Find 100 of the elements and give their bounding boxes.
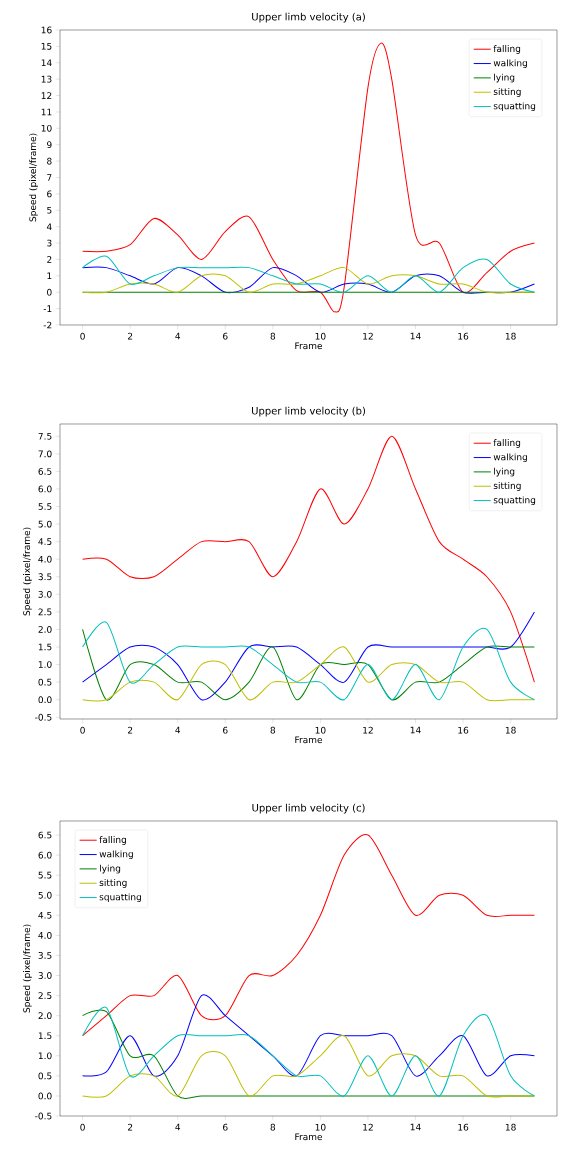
x-tick-label: 14	[410, 1123, 421, 1131]
y-tick-label: 16	[41, 26, 52, 34]
x-tick-label: 10	[315, 726, 326, 734]
x-tick-label: 10	[315, 1123, 326, 1131]
y-tick-label: 11	[41, 108, 52, 116]
y-tick-label: 5.0	[38, 520, 52, 528]
y-tick-label: 1.5	[38, 643, 52, 651]
x-axis-title: Frame	[295, 342, 323, 350]
legend-label: sitting	[99, 879, 127, 888]
x-tick-label: 2	[127, 726, 133, 734]
y-tick-label: 5	[47, 206, 52, 214]
x-tick-label: 2	[127, 332, 133, 340]
y-tick-label: 7.5	[38, 432, 52, 440]
y-tick-label: 2.0	[38, 1012, 52, 1020]
y-tick-label: 1.0	[38, 1052, 52, 1060]
y-tick-label: -0.5	[35, 1112, 52, 1120]
y-tick-label: 6.0	[38, 851, 52, 859]
x-tick-label: 12	[363, 332, 373, 340]
x-tick-label: 8	[270, 332, 276, 340]
legend-label: walking	[493, 453, 527, 463]
line-series	[82, 995, 535, 1077]
y-tick-label: 9	[47, 141, 52, 149]
y-tick-label: 10	[41, 124, 52, 132]
y-tick-label: 5.0	[38, 891, 52, 899]
y-tick-label: 3.5	[38, 952, 52, 959]
line-series	[82, 255, 535, 293]
x-tick-label: 4	[175, 1123, 181, 1131]
x-tick-label: 8	[270, 1123, 276, 1131]
y-axis-title: Speed (pixel/frame)	[23, 924, 32, 1013]
legend-label: squatting	[99, 893, 141, 903]
chart-title: Upper limb velocity (a)	[252, 12, 365, 23]
legend-label: falling	[99, 836, 126, 845]
x-tick-label: 6	[223, 1123, 228, 1131]
legend-label: sitting	[493, 482, 521, 491]
y-tick-label: 3.0	[38, 972, 52, 979]
y-tick-label: 0.0	[38, 1092, 52, 1100]
x-tick-label: 10	[315, 332, 326, 340]
x-tick-label: 6	[223, 332, 228, 340]
y-axis-title: Speed (pixel/frame)	[29, 133, 38, 222]
legend-label: falling	[493, 45, 521, 54]
y-axis-title: Speed (pixel/frame)	[23, 527, 32, 616]
x-tick-label: 14	[410, 332, 421, 340]
y-tick-label: 0.5	[38, 678, 52, 686]
chart-title: Upper limb velocity (c)	[252, 803, 365, 814]
y-tick-label: 14	[41, 59, 52, 67]
y-tick-label: 4	[46, 223, 52, 230]
y-tick-label: 7	[47, 174, 52, 181]
y-tick-label: 6.0	[38, 485, 52, 493]
y-tick-label: 5.5	[38, 871, 52, 879]
line-series	[82, 1035, 535, 1098]
legend-label: walking	[493, 59, 527, 69]
y-tick-label: -2	[43, 321, 52, 329]
y-tick-label: 3.0	[38, 590, 52, 598]
y-tick-label: 1	[47, 272, 52, 280]
y-tick-label: 4.5	[38, 538, 52, 545]
x-tick-label: 0	[80, 726, 85, 734]
x-tick-label: 18	[505, 332, 516, 340]
legend-label: lying	[100, 864, 121, 874]
legend-label: walking	[99, 850, 133, 860]
x-axis-title: Frame	[295, 1133, 323, 1141]
y-tick-label: 4.0	[38, 555, 52, 563]
y-tick-label: 4.5	[38, 911, 52, 919]
chart-title: Upper limb velocity (b)	[252, 406, 365, 417]
x-tick-label: 12	[363, 1123, 373, 1131]
y-tick-label: 15	[41, 43, 52, 50]
legend-label: falling	[493, 439, 521, 448]
x-tick-label: 16	[458, 726, 469, 734]
y-tick-label: -0.5	[35, 713, 52, 721]
y-tick-label: 3.5	[38, 573, 52, 581]
x-tick-label: 6	[223, 726, 228, 734]
legend-label: sitting	[493, 88, 521, 97]
line-series	[82, 834, 535, 1037]
y-tick-label: 0	[47, 288, 52, 296]
y-tick-label: 0.5	[38, 1072, 52, 1080]
x-tick-label: 18	[505, 1123, 516, 1131]
x-tick-label: 0	[80, 1123, 85, 1131]
line-series	[82, 42, 535, 313]
legend-label: lying	[494, 73, 515, 83]
legend-label: squatting	[493, 102, 536, 112]
line-series	[82, 646, 535, 702]
x-tick-label: 4	[175, 726, 181, 734]
x-tick-label: 12	[363, 726, 373, 734]
x-tick-label: 16	[458, 1123, 469, 1131]
y-tick-label: 12	[41, 92, 52, 99]
y-tick-label: 0.0	[38, 696, 52, 704]
y-tick-label: 2.5	[38, 608, 52, 616]
line-series	[82, 435, 535, 683]
y-tick-label: -1	[43, 305, 52, 312]
y-tick-label: 1.0	[38, 661, 52, 668]
y-tick-label: 6.5	[38, 468, 52, 475]
x-tick-label: 14	[410, 726, 421, 734]
y-tick-label: 7.0	[38, 450, 52, 458]
x-tick-label: 18	[505, 726, 516, 734]
y-tick-label: 5.5	[38, 503, 52, 510]
x-tick-label: 4	[175, 332, 181, 340]
y-tick-label: 6	[47, 190, 52, 198]
y-tick-label: 6.5	[38, 831, 52, 839]
y-tick-label: 2	[47, 256, 52, 263]
x-axis-title: Frame	[295, 736, 323, 744]
x-tick-label: 0	[80, 332, 85, 340]
